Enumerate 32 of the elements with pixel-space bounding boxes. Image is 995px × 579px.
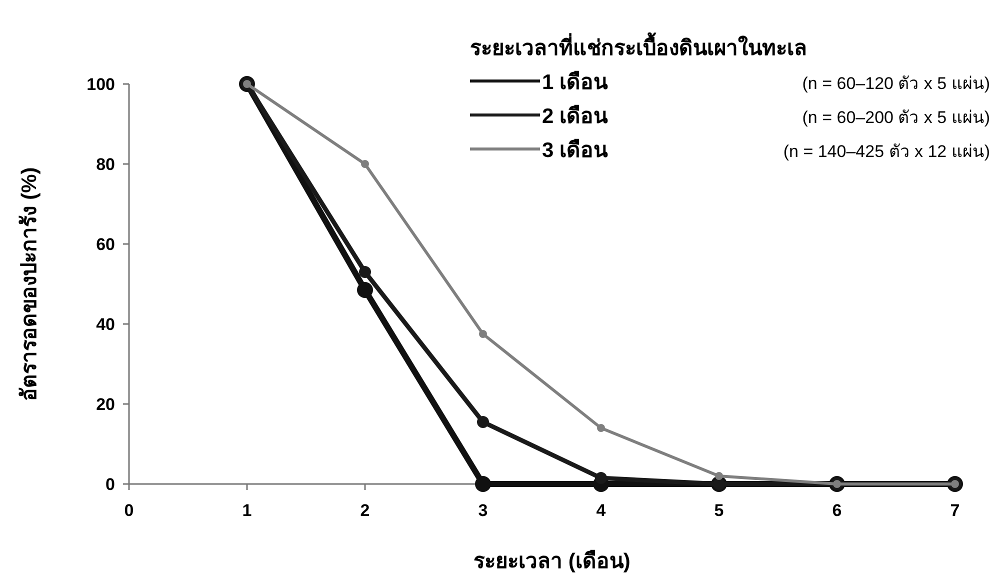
x-tick-label: 4 [596, 501, 606, 520]
point [597, 424, 605, 432]
x-tick-label: 6 [832, 501, 842, 520]
x-tick-label: 2 [360, 501, 370, 520]
point [477, 416, 489, 428]
y-tick-label: 60 [96, 235, 115, 254]
point [361, 160, 369, 168]
x-axis-title: ระยะเวลา (เดือน) [474, 549, 630, 573]
point [479, 330, 487, 338]
y-tick-label: 100 [86, 75, 115, 94]
point [715, 472, 723, 480]
y-axis-title: อัตรารอดของปะการัง (%) [18, 167, 41, 401]
x-tick-label: 0 [124, 501, 134, 520]
annotation: (n = 140–425 ตัว x 12 แผ่น) [783, 142, 990, 161]
annotation: (n = 60–120 ตัว x 5 แผ่น) [802, 74, 990, 93]
y-tick-label: 0 [106, 475, 115, 494]
point [595, 472, 607, 484]
y-tick-label: 40 [96, 315, 115, 334]
legend-title: ระยะเวลาที่แช่กระเบื้องดินเผาในทะเล [470, 32, 807, 60]
point [357, 282, 373, 298]
y-tick-label: 20 [96, 395, 115, 414]
x-tick-label: 7 [950, 501, 960, 520]
x-tick-label: 3 [478, 501, 488, 520]
x-tick-label: 1 [242, 501, 252, 520]
x-tick-label: 5 [714, 501, 724, 520]
legend-label: 3 เดือน [542, 138, 609, 162]
point [359, 266, 371, 278]
y-tick-label: 80 [96, 155, 115, 174]
legend-label: 2 เดือน [542, 104, 609, 128]
point [475, 476, 491, 492]
legend-label: 1 เดือน [542, 70, 609, 94]
annotation: (n = 60–200 ตัว x 5 แผ่น) [802, 108, 990, 127]
